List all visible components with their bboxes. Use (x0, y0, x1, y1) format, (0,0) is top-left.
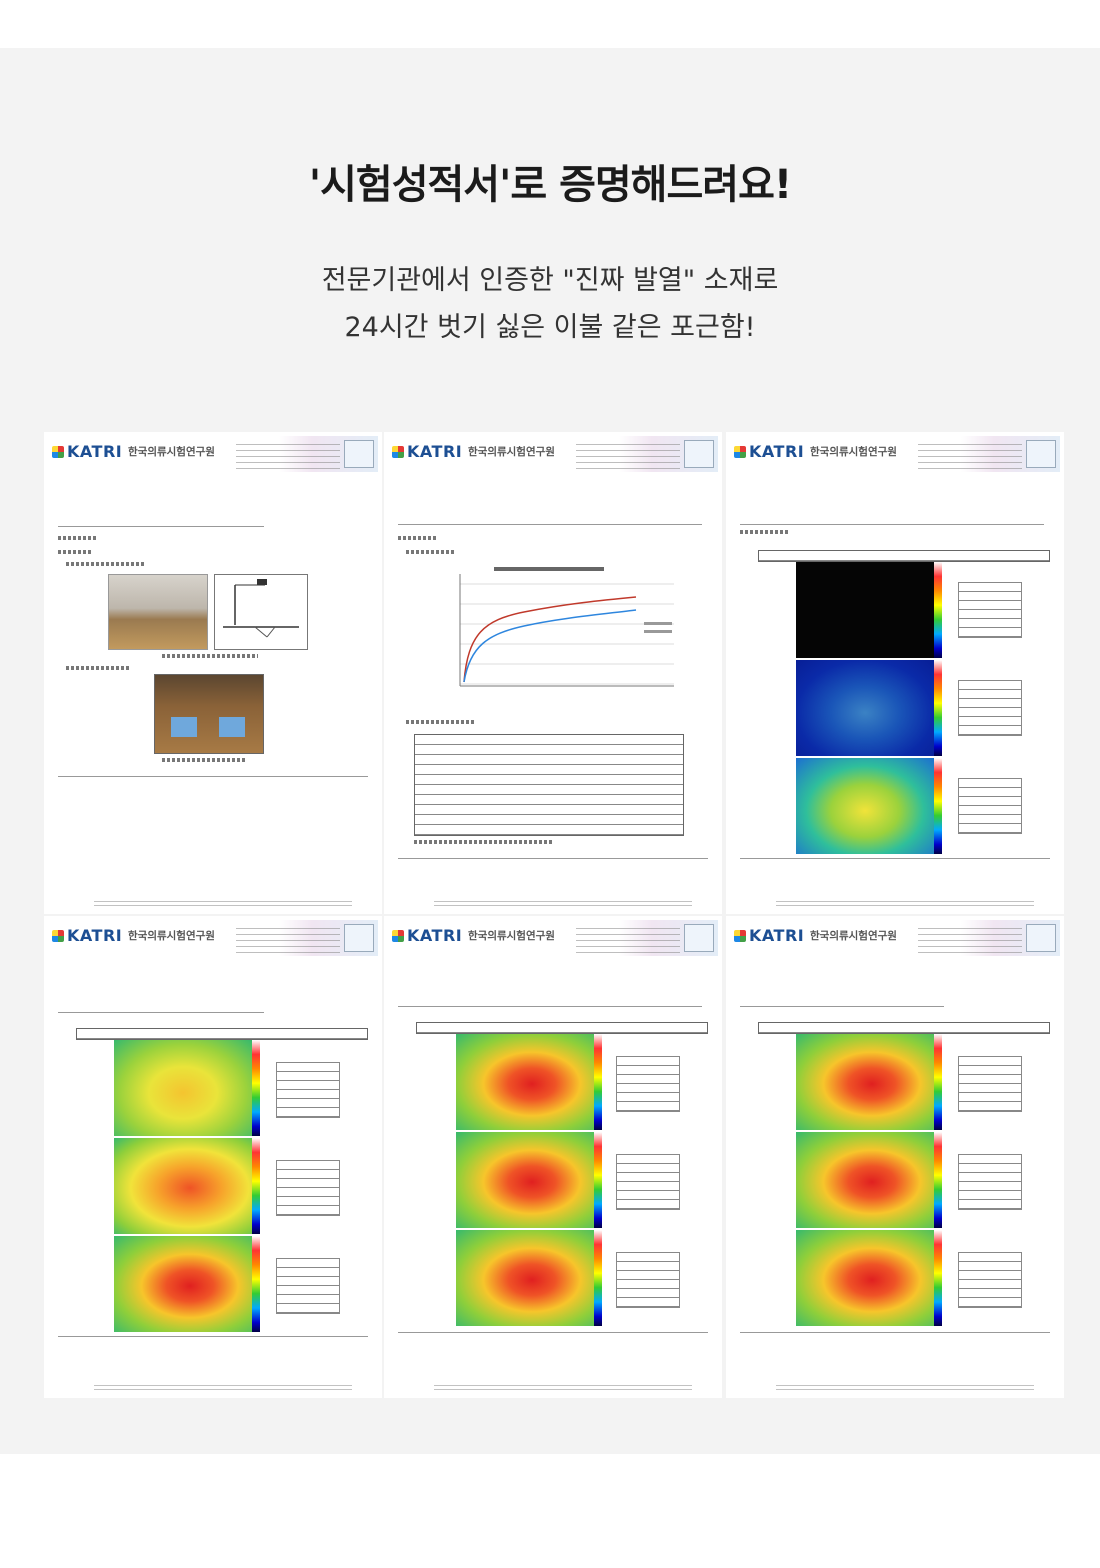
katri-logo-icon (392, 446, 404, 458)
report-page-thermal-4: KATRI 한국의류시험연구원 (726, 916, 1064, 1398)
report-header: KATRI 한국의류시험연구원 (730, 920, 1060, 956)
test-chamber-photo (154, 674, 264, 754)
certification-stamp (684, 440, 714, 468)
institute-name: 한국의류시험연구원 (468, 446, 555, 458)
institute-name: 한국의류시험연구원 (810, 446, 897, 458)
thermal-image (456, 1034, 594, 1130)
report-header: KATRI 한국의류시험연구원 (48, 920, 378, 956)
headline: '시험성적서'로 증명해드려요! (308, 162, 792, 208)
katri-logo-icon (52, 446, 64, 458)
subtitle-line-2: 24시간 벗기 싫은 이불 같은 포근함! (344, 312, 756, 343)
certification-stamp (1026, 440, 1056, 468)
thermal-image (456, 1230, 594, 1326)
thermal-image (796, 1132, 934, 1228)
institute-name: 한국의류시험연구원 (468, 930, 555, 942)
institute-address (576, 441, 680, 469)
katri-logo: KATRI (52, 926, 122, 945)
thermal-image (114, 1040, 252, 1136)
institute-address (236, 441, 340, 469)
institute-name: 한국의류시험연구원 (810, 930, 897, 942)
institute-address (918, 925, 1022, 953)
katri-logo: KATRI (52, 442, 122, 461)
report-header: KATRI 한국의류시험연구원 (388, 436, 718, 472)
report-page-chart: KATRI 한국의류시험연구원 (384, 432, 722, 914)
katri-logo-icon (392, 930, 404, 942)
institute-address (576, 925, 680, 953)
certification-stamp (344, 924, 374, 952)
katri-logo-icon (734, 930, 746, 942)
report-page-thermal-2: KATRI 한국의류시험연구원 (44, 916, 382, 1398)
report-header: KATRI 한국의류시험연구원 (730, 436, 1060, 472)
institute-name: 한국의류시험연구원 (128, 930, 215, 942)
test-setup-diagram (214, 574, 308, 650)
institute-address (236, 925, 340, 953)
certification-stamp (1026, 924, 1056, 952)
katri-logo: KATRI (734, 442, 804, 461)
katri-logo: KATRI (734, 926, 804, 945)
thermal-image (796, 1034, 934, 1130)
report-header: KATRI 한국의류시험연구원 (388, 920, 718, 956)
institute-address (918, 441, 1022, 469)
report-header: KATRI 한국의류시험연구원 (48, 436, 378, 472)
report-page-photos: KATRI 한국의류시험연구원 (44, 432, 382, 914)
report-page-thermal-3: KATRI 한국의류시험연구원 (384, 916, 722, 1398)
thermal-image (796, 758, 934, 854)
temperature-data-table (414, 734, 684, 836)
thermal-image (456, 1132, 594, 1228)
katri-logo: KATRI (392, 442, 462, 461)
katri-logo-icon (52, 930, 64, 942)
thermal-image (796, 562, 934, 658)
thermal-image (796, 1230, 934, 1326)
temperature-curve-chart (424, 564, 694, 714)
test-apparatus-photo (108, 574, 208, 650)
certification-stamp (684, 924, 714, 952)
report-page-thermal-1: KATRI 한국의류시험연구원 (726, 432, 1064, 914)
katri-logo: KATRI (392, 926, 462, 945)
institute-name: 한국의류시험연구원 (128, 446, 215, 458)
thermal-image (114, 1236, 252, 1332)
katri-logo-icon (734, 446, 746, 458)
thermal-image (796, 660, 934, 756)
thermal-image (114, 1138, 252, 1234)
subtitle-line-1: 전문기관에서 인증한 "진짜 발열" 소재로 (321, 265, 779, 296)
certification-stamp (344, 440, 374, 468)
